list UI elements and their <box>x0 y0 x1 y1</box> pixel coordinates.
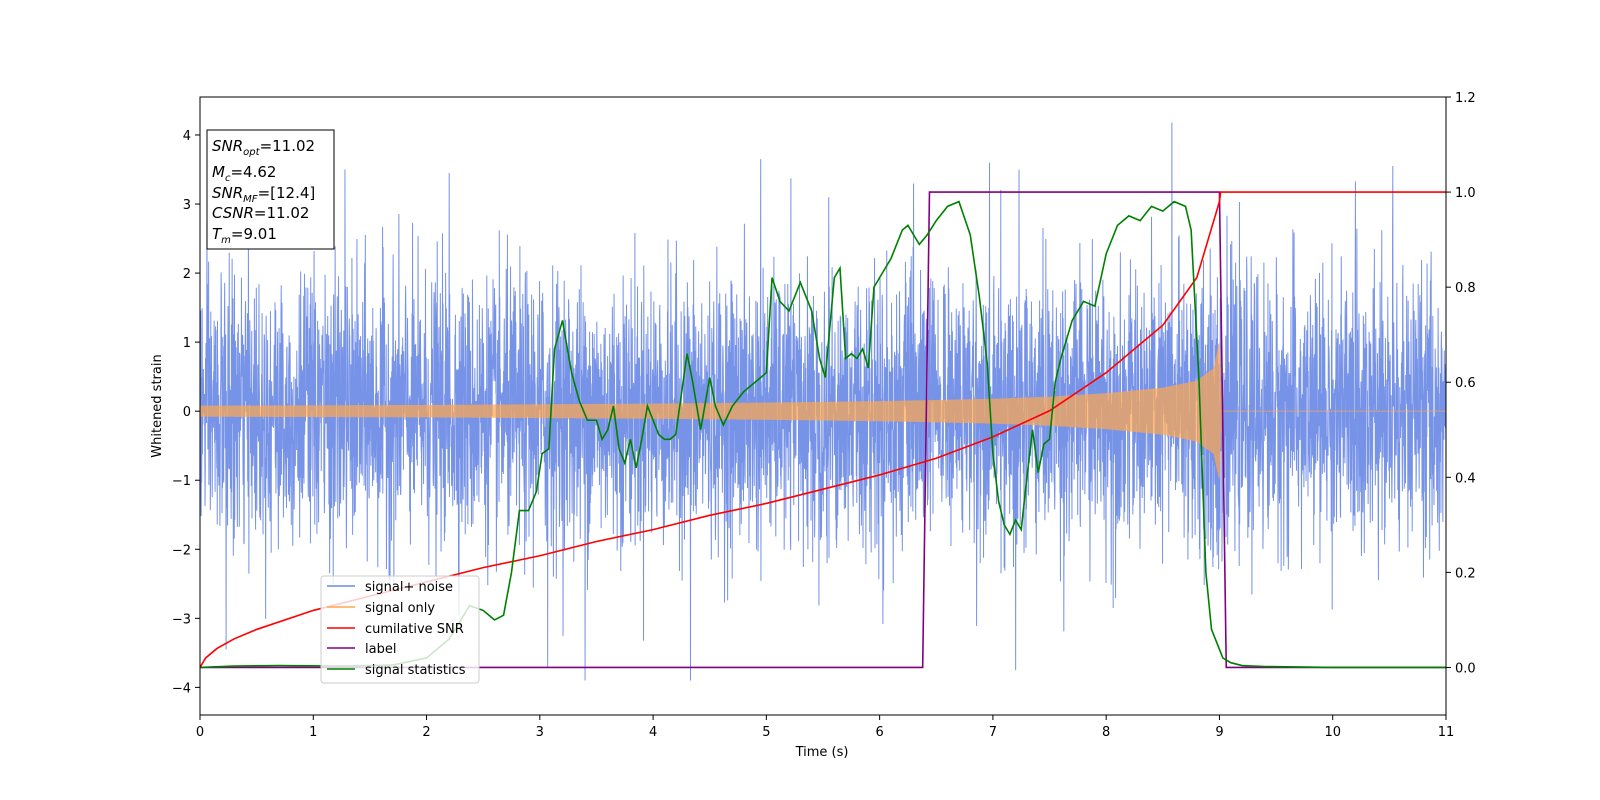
info-csnr: CSNR=11.02 <box>212 204 309 222</box>
legend-label-signal-only: signal only <box>365 601 435 616</box>
y2-tick-label: 0.2 <box>1455 566 1476 581</box>
y2-tick-label: 1.2 <box>1455 91 1476 106</box>
y-axis: −4 −3 −2 −1 0 1 2 3 4 <box>172 129 200 696</box>
y-tick-label: −2 <box>172 543 191 558</box>
x-tick-label: 1 <box>309 725 317 740</box>
legend: signal+ noise signal only cumilative SNR… <box>320 575 480 684</box>
legend-frame <box>320 575 480 684</box>
info-snr-opt: SNRopt=11.02 <box>212 137 315 158</box>
info-snr-mf: SNRMF=[12.4] <box>212 184 315 205</box>
x-tick-label: 10 <box>1324 725 1341 740</box>
y-axis-label: Whitened strain <box>150 354 165 457</box>
series-signal-noise <box>200 122 1446 681</box>
info-box: SNRopt=11.02 Mc=4.62 SNRMF=[12.4] CSNR=1… <box>206 129 335 250</box>
legend-label-cumulative-snr: cumilative SNR <box>365 622 464 637</box>
x-tick-label: 2 <box>422 725 430 740</box>
legend-label-signal-noise: signal+ noise <box>365 580 453 595</box>
x-tick-label: 5 <box>762 725 770 740</box>
info-box-frame <box>206 129 335 250</box>
axes-frame <box>199 96 1447 716</box>
y2-tick-label: 0.4 <box>1455 471 1476 486</box>
x-tick-label: 9 <box>1215 725 1223 740</box>
info-mc: Mc=4.62 <box>212 163 276 184</box>
y2-tick-label: 0.8 <box>1455 281 1476 296</box>
x-tick-label: 11 <box>1438 725 1455 740</box>
legend-label-signal-statistics: signal statistics <box>365 663 466 678</box>
series-cumulative-snr <box>200 191 1446 668</box>
y2-tick-label: 1.0 <box>1455 186 1476 201</box>
x-tick-label: 4 <box>649 725 657 740</box>
series-signal-statistics <box>200 200 1446 669</box>
y-tick-label: −1 <box>172 474 191 489</box>
x-axis-label: Time (s) <box>795 745 849 760</box>
x-tick-label: 6 <box>875 725 883 740</box>
y-tick-label: −4 <box>172 681 191 696</box>
y2-tick-label: 0.0 <box>1455 661 1476 676</box>
y-tick-label: 2 <box>183 267 191 282</box>
y2-axis: 0.0 0.2 0.4 0.6 0.8 1.0 1.2 <box>1446 91 1476 676</box>
x-tick-label: 3 <box>536 725 544 740</box>
info-tm: Tm=9.01 <box>212 225 277 246</box>
plot-area <box>200 122 1446 681</box>
x-tick-label: 8 <box>1102 725 1110 740</box>
y-tick-label: 4 <box>183 129 191 144</box>
series-label <box>200 191 1446 669</box>
series-signal-only <box>200 342 1446 479</box>
y-tick-label: −3 <box>172 612 191 627</box>
y-tick-label: 1 <box>183 336 191 351</box>
x-tick-label: 0 <box>196 725 204 740</box>
legend-label-label: label <box>365 642 396 657</box>
y2-tick-label: 0.6 <box>1455 376 1476 391</box>
y-tick-label: 3 <box>183 198 191 213</box>
x-tick-label: 7 <box>989 725 997 740</box>
x-axis: 0 1 2 3 4 5 6 7 8 9 10 11 <box>196 715 1454 740</box>
y-tick-label: 0 <box>183 405 191 420</box>
